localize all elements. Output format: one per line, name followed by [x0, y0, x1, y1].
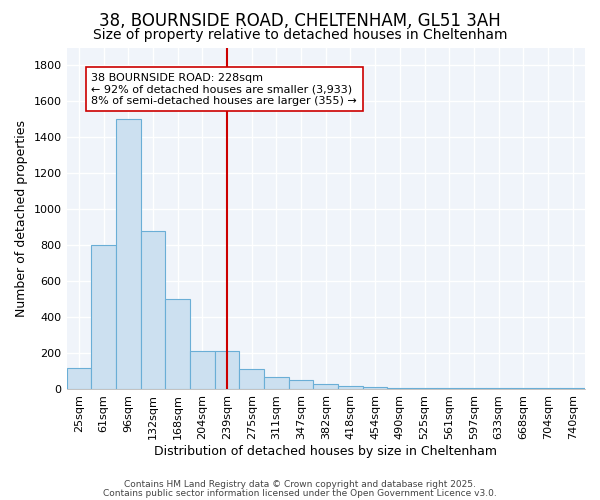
- Text: 38, BOURNSIDE ROAD, CHELTENHAM, GL51 3AH: 38, BOURNSIDE ROAD, CHELTENHAM, GL51 3AH: [99, 12, 501, 30]
- Text: Contains public sector information licensed under the Open Government Licence v3: Contains public sector information licen…: [103, 488, 497, 498]
- Bar: [116, 120, 140, 389]
- Bar: [289, 380, 313, 389]
- Bar: [91, 246, 116, 389]
- Bar: [511, 388, 536, 389]
- Bar: [313, 384, 338, 389]
- Bar: [140, 231, 165, 389]
- Bar: [560, 388, 585, 389]
- Bar: [412, 388, 437, 389]
- Bar: [437, 388, 461, 389]
- Bar: [239, 370, 264, 389]
- Bar: [486, 388, 511, 389]
- Bar: [461, 388, 486, 389]
- Bar: [536, 388, 560, 389]
- Text: Size of property relative to detached houses in Cheltenham: Size of property relative to detached ho…: [93, 28, 507, 42]
- Bar: [215, 352, 239, 389]
- X-axis label: Distribution of detached houses by size in Cheltenham: Distribution of detached houses by size …: [154, 444, 497, 458]
- Bar: [363, 388, 388, 389]
- Text: 38 BOURNSIDE ROAD: 228sqm
← 92% of detached houses are smaller (3,933)
8% of sem: 38 BOURNSIDE ROAD: 228sqm ← 92% of detac…: [91, 72, 357, 106]
- Y-axis label: Number of detached properties: Number of detached properties: [15, 120, 28, 317]
- Bar: [264, 378, 289, 389]
- Bar: [165, 299, 190, 389]
- Bar: [388, 388, 412, 389]
- Bar: [190, 352, 215, 389]
- Bar: [67, 368, 91, 389]
- Bar: [338, 386, 363, 389]
- Text: Contains HM Land Registry data © Crown copyright and database right 2025.: Contains HM Land Registry data © Crown c…: [124, 480, 476, 489]
